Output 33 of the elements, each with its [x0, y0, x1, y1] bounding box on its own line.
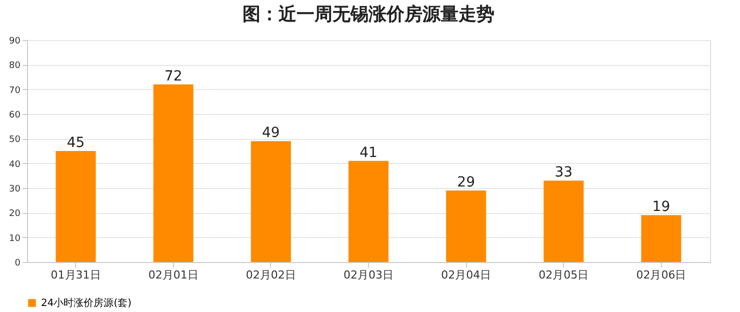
y-tick-label: 70 — [9, 86, 21, 96]
data-label: 72 — [164, 68, 182, 84]
x-tick-label: 02月06日 — [636, 268, 686, 282]
bar — [544, 180, 584, 262]
data-label: 19 — [652, 199, 670, 216]
y-tick-label: 60 — [9, 110, 21, 120]
y-tick-label: 30 — [9, 184, 21, 194]
y-tick-label: 40 — [9, 160, 21, 170]
bar — [56, 151, 96, 262]
bar — [641, 215, 682, 262]
bar — [250, 141, 291, 262]
data-label: 29 — [457, 174, 475, 190]
x-tick-label: 02月01日 — [148, 268, 198, 282]
bar — [348, 160, 388, 262]
bar — [153, 84, 194, 262]
y-tick-label: 20 — [9, 209, 21, 220]
y-tick-label: 80 — [9, 61, 21, 72]
x-tick-label: 02月04日 — [441, 268, 492, 282]
data-label: 49 — [262, 125, 280, 142]
data-label: 41 — [360, 144, 378, 161]
x-tick-label: 01月31日 — [50, 268, 101, 282]
data-label: 33 — [554, 164, 573, 181]
y-tick-label: 90 — [9, 36, 21, 46]
y-tick-label: 50 — [9, 135, 21, 146]
y-tick-label: 10 — [9, 234, 21, 244]
x-tick-label: 02月03日 — [344, 268, 394, 282]
legend-label: 24小时涨价房源(套) — [41, 297, 132, 309]
x-tick-label: 02月02日 — [246, 268, 296, 282]
x-tick-label: 02月05日 — [538, 268, 589, 282]
bar — [446, 190, 486, 262]
y-tick-label: 0 — [14, 258, 21, 268]
data-label: 45 — [66, 135, 85, 151]
chart-title: 图：近一周无锡涨价房源量走势 — [242, 4, 494, 25]
